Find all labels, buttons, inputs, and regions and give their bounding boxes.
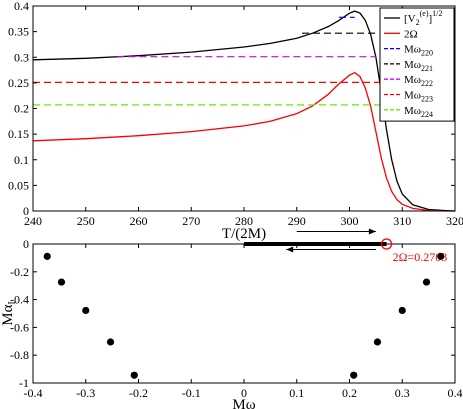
- scatter-point-0: [43, 252, 51, 260]
- x-tick-label: 240: [24, 214, 42, 228]
- arrow-left-head: [286, 246, 294, 253]
- y-tick-label: 0.05: [8, 178, 29, 192]
- bottom-x-axis-label: Mω: [232, 397, 255, 409]
- scatter-point-5: [437, 252, 445, 260]
- legend-text-tail: ]: [429, 13, 433, 25]
- frequency-annotation: 2Ω=0.2703: [393, 250, 448, 264]
- x-tick-label: -0.3: [76, 386, 95, 400]
- x-tick-label: 270: [182, 214, 200, 228]
- top-chart: 240 250 260 270 280 290 300 310 320 0 0.05 0.1 0.15 0…: [8, 0, 463, 242]
- x-tick-label: 250: [77, 214, 95, 228]
- x-tick-label: 0.4: [448, 386, 463, 400]
- y-tick-label: 0.4: [14, 0, 29, 13]
- x-tick-label: -0.2: [129, 386, 148, 400]
- legend-text-main: Mω: [404, 59, 421, 71]
- y-tick-label: -0.8: [10, 348, 29, 362]
- legend-entry-2: Mω220: [404, 44, 433, 58]
- legend-entry-4: Mω222: [404, 74, 433, 88]
- y-tick-label: 0.2: [14, 102, 29, 116]
- y-tick-label: 0.15: [8, 127, 29, 141]
- bottom-y-axis-label-main: Mα: [0, 304, 16, 325]
- y-tick-label: 0.1: [14, 153, 29, 167]
- x-tick-label: 260: [130, 214, 148, 228]
- scatter-point-7: [398, 306, 406, 315]
- legend-text-main: Mω: [404, 90, 421, 102]
- top-x-axis-label: T/(2M): [222, 226, 266, 242]
- top-series-layer: [32, 10, 456, 212]
- bottom-y-axis-label: MαI: [0, 301, 18, 326]
- x-tick-label: -0.1: [182, 386, 201, 400]
- scatter-point-6: [422, 278, 431, 286]
- legend-text-main: [V: [404, 13, 416, 25]
- x-tick-label: 0: [241, 386, 247, 400]
- bottom-marks-layer: 2Ω=0.2703: [43, 228, 448, 379]
- legend-text-sub: 220: [421, 49, 433, 58]
- x-tick-label: 0.3: [395, 386, 410, 400]
- top-ticks-layer: 240 250 260 270 280 290 300 310 320 0 0.05 0.1 0.15 0…: [8, 0, 463, 228]
- legend-text-sub: 224: [421, 110, 433, 119]
- series-line-1: [32, 71, 455, 212]
- legend-text-sub: 223: [421, 95, 433, 104]
- scatter-point-4: [130, 371, 138, 379]
- legend-text-main: Mω: [404, 105, 421, 117]
- scatter-point-9: [350, 371, 358, 379]
- bottom-ticks-layer: -0.4 -0.3 -0.2 -0.1 0 0.1 0.2 0.3 0.4 0 -0.2 -0.4 -0…: [10, 237, 463, 400]
- scatter-point-8: [373, 338, 382, 346]
- x-tick-label: 320: [446, 214, 463, 228]
- scatter-point-3: [106, 338, 115, 346]
- y-tick-label: 0.25: [8, 76, 29, 90]
- bottom-y-axis-label-sub: I: [7, 301, 18, 304]
- bottom-plot-frame: [32, 243, 456, 384]
- y-tick-label: -0.6: [10, 320, 29, 334]
- y-tick-label: 0.35: [8, 25, 29, 39]
- legend-text-sub: 222: [421, 79, 433, 88]
- legend-text-sup: (e): [420, 9, 429, 18]
- series-line-0: [32, 10, 456, 212]
- y-tick-label: 0: [23, 204, 29, 218]
- y-tick-label: 0.3: [14, 50, 29, 64]
- legend-text-sub: 221: [421, 64, 433, 73]
- legend-entry-3: Mω221: [404, 59, 433, 73]
- legend-text-tail-sup: 1/2: [432, 9, 442, 18]
- legend-text-main: Mω: [404, 44, 421, 56]
- x-tick-label: 0.2: [342, 386, 357, 400]
- frequency-marker: [380, 238, 393, 250]
- x-tick-label: 0.1: [289, 386, 304, 400]
- y-tick-label: -0.2: [10, 265, 29, 279]
- legend-text-main: 2Ω: [404, 28, 418, 40]
- x-tick-label: 290: [288, 214, 306, 228]
- arrow-right-head: [368, 228, 376, 235]
- legend-text-sub: 2: [416, 18, 420, 27]
- legend-entry-6: Mω224: [404, 105, 433, 119]
- y-tick-label: -1: [19, 376, 29, 390]
- legend-entry-5: Mω223: [404, 90, 433, 104]
- legend-entry-1: 2Ω: [404, 28, 418, 40]
- x-tick-label: 300: [341, 214, 359, 228]
- legend-text-main: Mω: [404, 74, 421, 86]
- x-tick-label: 280: [235, 214, 253, 228]
- scatter-point-2: [82, 306, 90, 315]
- y-tick-label: 0: [23, 237, 29, 251]
- legend-entry-0: [V2(e)]1/2: [404, 9, 442, 27]
- x-tick-label: 310: [393, 214, 411, 228]
- scatter-point-1: [57, 278, 66, 286]
- y-tick-label: -0.4: [10, 293, 29, 307]
- x-tick-label: -0.4: [24, 386, 43, 400]
- bottom-chart: 2Ω=0.2703 -0.4 -0.3 -0.2 -0.1 0 0.1 0.2 0.3 0.4 0…: [0, 228, 463, 409]
